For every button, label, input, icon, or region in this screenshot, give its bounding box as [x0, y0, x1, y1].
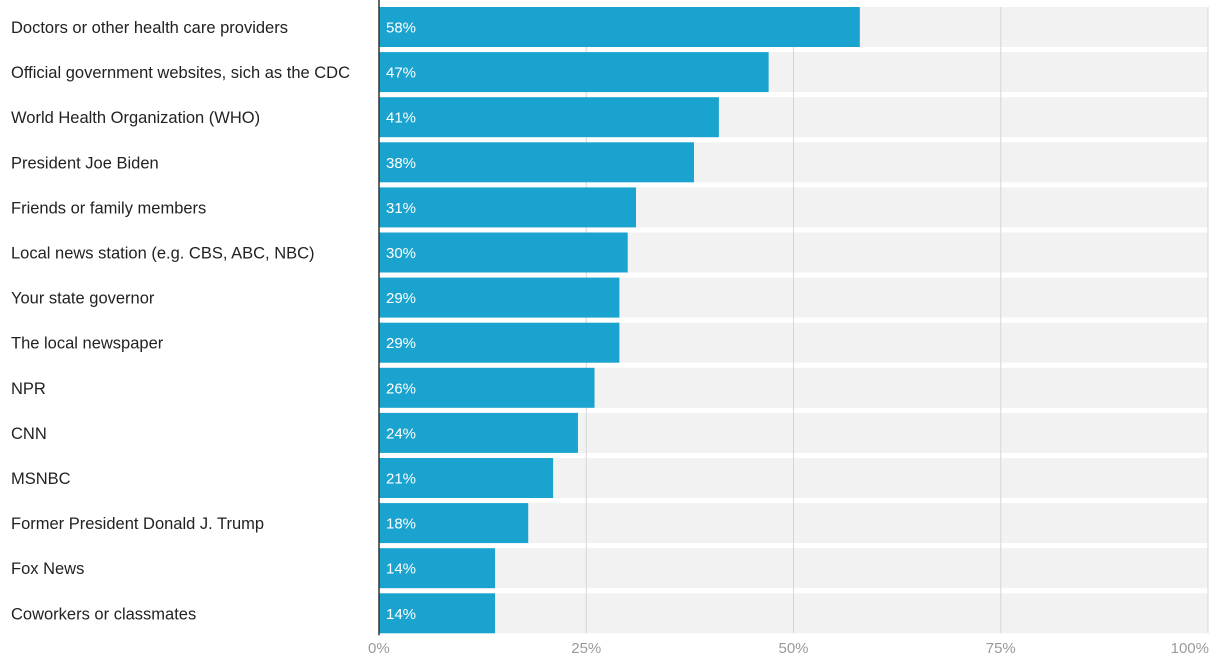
- bar: [379, 548, 496, 589]
- bar-value-label: 14%: [386, 606, 416, 623]
- bar-value-label: 41%: [386, 110, 416, 127]
- bar-value-label: 18%: [386, 516, 416, 533]
- bar: [379, 97, 719, 138]
- x-tick-label: 75%: [986, 640, 1016, 657]
- bar-value-label: 29%: [386, 335, 416, 352]
- bar: [379, 232, 628, 273]
- category-label-group: Doctors or other health care providers Of…: [11, 19, 350, 623]
- bar: [379, 412, 578, 453]
- category-label: Fox News: [11, 560, 84, 578]
- category-label: NPR: [11, 380, 46, 398]
- category-label: Former President Donald J. Trump: [11, 515, 264, 533]
- bar: [379, 277, 620, 318]
- bar: [379, 142, 695, 183]
- category-label: Friends or family members: [11, 199, 206, 217]
- bar: [379, 52, 769, 93]
- bar-value-label: 29%: [386, 290, 416, 307]
- x-tick-label: 100%: [1171, 640, 1209, 657]
- bar-value-label: 26%: [386, 380, 416, 397]
- x-tick-label: 25%: [571, 640, 601, 657]
- bar-value-label: 21%: [386, 471, 416, 488]
- bar: [379, 593, 496, 634]
- x-tick-label: 50%: [778, 640, 808, 657]
- category-label: MSNBC: [11, 470, 71, 488]
- bar-value-label: 38%: [386, 155, 416, 172]
- bar: [379, 7, 860, 47]
- category-label: Doctors or other health care providers: [11, 19, 288, 37]
- category-label: Your state governor: [11, 290, 155, 308]
- bar: [379, 367, 595, 408]
- value-label-group: 58% 47% 41% 38% 31% 30% 29% 29% 26% 24% 21% 18% 14% 1…: [386, 20, 416, 623]
- category-label: Coworkers or classmates: [11, 605, 196, 623]
- bar-group: [379, 7, 860, 634]
- category-label: CNN: [11, 425, 47, 443]
- bar: [379, 458, 554, 498]
- category-label: Official government websites, sich as th…: [11, 64, 350, 82]
- bar-value-label: 14%: [386, 561, 416, 578]
- bar-value-label: 47%: [386, 65, 416, 82]
- category-label: World Health Organization (WHO): [11, 109, 260, 127]
- x-tick-label-group: 0% 25% 50% 75% 100%: [368, 640, 1209, 657]
- bar-value-label: 58%: [386, 20, 416, 37]
- bar-value-label: 31%: [386, 200, 416, 217]
- bar: [379, 322, 620, 363]
- category-label: Local news station (e.g. CBS, ABC, NBC): [11, 245, 315, 263]
- category-label: President Joe Biden: [11, 154, 159, 172]
- bar: [379, 503, 529, 544]
- bar: [379, 187, 636, 228]
- bar-value-label: 30%: [386, 245, 416, 262]
- category-label: The local newspaper: [11, 335, 164, 353]
- x-tick-label: 0%: [368, 640, 390, 657]
- bar-value-label: 24%: [386, 425, 416, 442]
